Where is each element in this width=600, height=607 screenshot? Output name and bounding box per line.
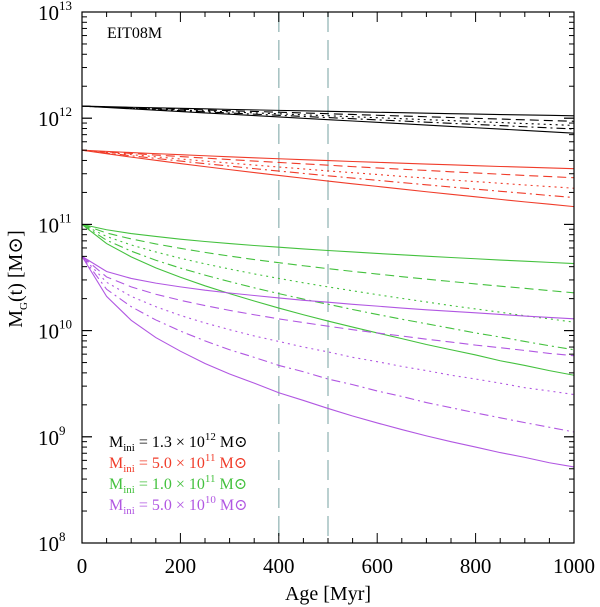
y-label-sub: G	[18, 302, 30, 310]
series-line-g2-s3	[81, 149, 575, 189]
panel-label: EIT08M	[107, 25, 162, 42]
series-line-g3-s4	[81, 223, 575, 351]
series-line-g2-s2	[81, 149, 575, 179]
legend-entry-3: Mini = 1.0 × 1011 M⊙	[109, 473, 247, 496]
y-tick-label: 1013	[38, 0, 72, 25]
ticks-layer	[81, 11, 575, 544]
series-line-g1-s2	[81, 105, 575, 122]
series-line-g3-s5	[81, 223, 575, 376]
series-layer	[81, 105, 575, 468]
x-tick-label: 400	[263, 554, 295, 578]
y-tick-label: 108	[38, 529, 66, 556]
x-tick-label: 0	[77, 554, 88, 578]
reference-lines	[277, 12, 329, 543]
x-tick-label: 200	[165, 554, 197, 578]
series-line-g3-s3	[81, 223, 575, 323]
x-tick-labels: 0 200 400 600 800 1000	[77, 554, 595, 578]
x-axis-label: Age [Myr]	[285, 583, 371, 605]
y-tick-label: 1012	[38, 104, 72, 131]
legend-entry-4: Mini = 5.0 × 1010 M⊙	[109, 494, 248, 517]
y-tick-label: 109	[38, 423, 66, 450]
series-line-g4-s4	[81, 256, 575, 433]
legend-entry-2: Mini = 5.0 × 1011 M⊙	[109, 452, 247, 475]
y-label-main: M	[5, 310, 27, 328]
series-line-g1-s1	[81, 105, 575, 117]
y-tick-label: 1011	[38, 210, 72, 237]
series-line-g4-s5	[81, 256, 575, 468]
series-line-g3-s1	[81, 223, 575, 265]
series-line-g2-s1	[81, 149, 575, 170]
svg-text:MG(t) [M⊙]: MG(t) [M⊙]	[5, 230, 30, 328]
series-line-g3-s2	[81, 223, 575, 294]
series-line-g1-s3	[81, 105, 575, 126]
legend: Mini = 1.3 × 1012 M⊙Mini = 5.0 × 1011 M⊙…	[109, 431, 248, 517]
y-tick-labels: 108 109 1010 1011 1012 1013	[38, 0, 72, 556]
y-axis-label: MG(t) [M⊙]	[5, 230, 30, 328]
series-line-g2-s4	[81, 149, 575, 199]
y-tick-label: 1010	[38, 317, 72, 344]
series-line-g4-s2	[81, 255, 575, 357]
x-tick-label: 600	[361, 554, 393, 578]
y-label-rest: (t) [M	[5, 253, 27, 302]
legend-entry-1: Mini = 1.3 × 1012 M⊙	[109, 431, 248, 454]
series-line-g4-s1	[81, 255, 575, 320]
x-tick-label: 1000	[553, 554, 595, 578]
series-line-g2-s5	[81, 149, 575, 208]
series-line-g1-s4	[81, 105, 575, 130]
y-label-end: ]	[5, 230, 27, 237]
x-tick-label: 800	[460, 554, 492, 578]
series-line-g1-s5	[81, 105, 575, 134]
y-label-sun: ⊙	[5, 237, 27, 254]
